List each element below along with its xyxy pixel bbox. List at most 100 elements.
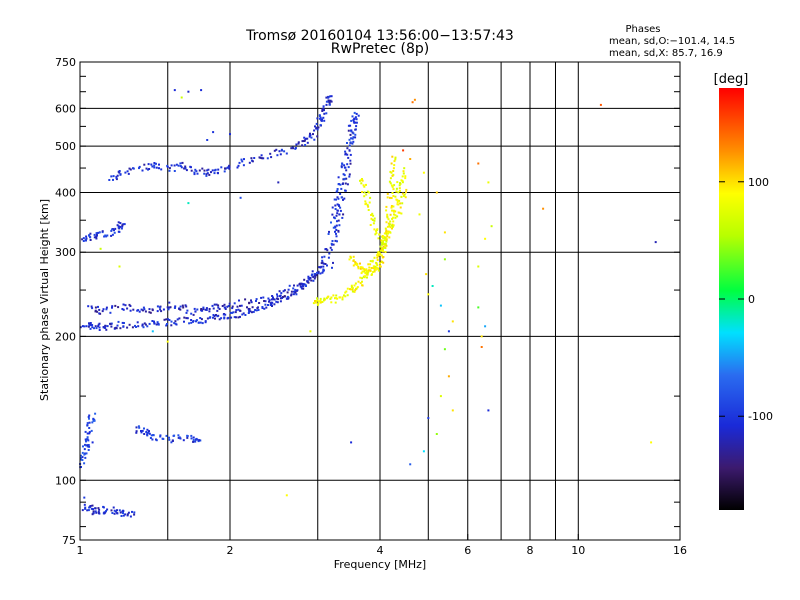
data-point	[160, 168, 163, 171]
data-point	[87, 439, 90, 442]
data-point	[409, 158, 412, 160]
data-point	[258, 302, 261, 304]
data-point	[394, 195, 397, 198]
data-point	[215, 303, 218, 306]
data-point	[140, 430, 142, 432]
data-point	[205, 307, 208, 310]
data-point	[360, 179, 363, 181]
data-point	[186, 309, 189, 312]
data-point	[331, 213, 334, 216]
data-point	[224, 313, 227, 316]
data-point	[313, 277, 316, 280]
data-point	[314, 301, 317, 304]
data-point	[173, 164, 176, 167]
data-point	[177, 164, 180, 167]
data-point	[257, 306, 259, 309]
data-point	[268, 300, 270, 303]
data-point	[316, 303, 319, 306]
data-point	[279, 153, 282, 156]
data-point	[369, 269, 372, 272]
data-point	[480, 335, 483, 338]
data-point	[97, 512, 100, 514]
data-point	[165, 434, 168, 437]
data-point	[372, 265, 375, 268]
data-point	[352, 132, 355, 135]
data-point	[435, 433, 438, 435]
data-point	[120, 515, 123, 517]
y-axis-label: Stationary phase Virtual Height [km]	[38, 199, 51, 401]
data-point	[392, 220, 395, 223]
data-point	[91, 326, 94, 329]
data-point	[280, 292, 283, 295]
data-point	[170, 441, 173, 444]
data-point	[317, 126, 320, 129]
data-point	[349, 288, 351, 291]
data-point	[82, 237, 85, 240]
data-point	[387, 218, 390, 221]
data-point	[86, 422, 89, 425]
data-point	[190, 319, 193, 321]
data-point	[97, 510, 100, 513]
data-point	[391, 155, 394, 158]
data-point	[359, 267, 362, 270]
data-point	[233, 302, 236, 305]
data-point	[88, 417, 90, 420]
data-point	[312, 276, 315, 278]
data-point	[103, 235, 106, 238]
data-point	[110, 322, 113, 325]
data-point	[404, 177, 407, 180]
data-point	[361, 284, 364, 287]
data-point	[399, 202, 402, 205]
data-point	[405, 191, 407, 194]
data-point	[265, 306, 268, 309]
data-point	[388, 236, 391, 239]
data-point	[122, 303, 125, 306]
data-point	[395, 187, 398, 190]
data-point	[156, 305, 159, 308]
data-point	[330, 95, 333, 98]
data-point	[319, 301, 322, 304]
data-point	[328, 100, 331, 103]
data-point	[343, 164, 346, 167]
data-point	[372, 214, 375, 217]
data-point	[122, 512, 124, 514]
data-point	[96, 310, 99, 313]
data-point	[168, 436, 170, 439]
data-point	[327, 99, 330, 102]
data-point	[371, 212, 374, 215]
data-point	[138, 165, 141, 168]
data-point	[112, 175, 115, 178]
data-point	[186, 434, 189, 437]
data-point	[374, 233, 377, 236]
y-tick-label: 400	[55, 186, 76, 199]
data-point	[204, 308, 207, 311]
chart-subtitle: RwPretec (8p)	[331, 41, 429, 57]
data-point	[405, 188, 408, 191]
data-point	[314, 300, 316, 302]
data-point	[104, 234, 107, 237]
data-point	[158, 163, 160, 166]
data-point	[93, 236, 96, 239]
data-point	[325, 96, 328, 99]
data-point	[148, 322, 151, 325]
data-point	[206, 317, 209, 320]
data-point	[113, 231, 116, 234]
data-point	[599, 103, 602, 106]
data-point	[322, 116, 325, 119]
data-point	[371, 259, 374, 262]
data-point	[212, 131, 215, 134]
data-point	[162, 308, 165, 311]
data-point	[330, 248, 333, 251]
data-point	[90, 324, 93, 327]
data-point	[108, 179, 111, 181]
data-point	[118, 230, 121, 233]
data-point	[272, 298, 275, 301]
data-point	[409, 463, 412, 466]
data-point	[484, 325, 487, 328]
data-point	[251, 306, 254, 309]
data-point	[321, 118, 323, 121]
data-point	[98, 329, 101, 331]
data-point	[391, 192, 394, 194]
data-point	[361, 191, 364, 193]
data-point	[92, 418, 95, 421]
